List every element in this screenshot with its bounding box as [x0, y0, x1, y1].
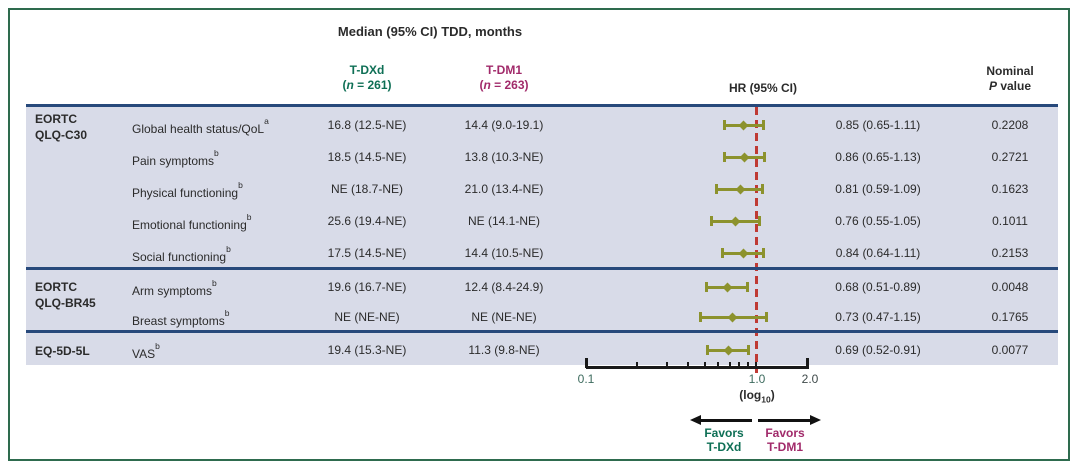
column-header-pvalue: Nominal P value [986, 64, 1034, 93]
x-tick-label-0.1: 0.1 [577, 372, 595, 386]
x-tick-label-2.0: 2.0 [801, 372, 819, 386]
hr-ci-value: 0.81 (0.59-1.09) [835, 182, 921, 196]
tdxd-value: 18.5 (14.5-NE) [327, 150, 407, 164]
endpoint-label: Pain symptomsb [132, 148, 219, 168]
tdxd-value: 17.5 (14.5-NE) [327, 246, 407, 260]
hr-ci-value: 0.73 (0.47-1.15) [835, 310, 921, 324]
ci-cap-high [747, 345, 751, 355]
ci-cap-low [706, 345, 710, 355]
x-axis-tick [703, 362, 706, 368]
ci-cap-high [764, 312, 768, 322]
favors-tdm1-label: Favors T-DM1 [765, 426, 805, 454]
tdm1-value: 11.3 (9.8-NE) [468, 343, 540, 357]
tdm1-value: NE (14.1-NE) [467, 214, 541, 228]
favors-tdm1-arrowhead-icon [810, 414, 821, 425]
tdm1-label: T-DM1 [486, 63, 522, 77]
endpoint-label: Breast symptomsb [132, 308, 230, 328]
ci-cap-low [715, 184, 719, 194]
tdm1-value: 12.4 (8.4-24.9) [464, 280, 544, 294]
x-axis-tick [728, 362, 731, 368]
ci-cap-high [760, 184, 764, 194]
x-axis-tick [636, 362, 639, 368]
ci-cap-high [762, 248, 766, 258]
tdxd-label: T-DXd [349, 63, 385, 77]
group-separator [26, 330, 1058, 333]
endpoint-label: Global health status/QoLa [132, 116, 269, 136]
x-tick-label-1.0: 1.0 [748, 372, 766, 386]
ci-cap-low [698, 312, 702, 322]
reference-line [755, 107, 758, 373]
endpoint-label: VASb [132, 341, 160, 361]
x-axis-tick [717, 362, 720, 368]
p-value: 0.1765 [991, 310, 1029, 324]
tdxd-value: 16.8 (12.5-NE) [327, 118, 407, 132]
p-value: 0.1623 [991, 182, 1029, 196]
x-axis-tick [687, 362, 690, 368]
group-label: EORTC QLQ-BR45 [35, 280, 96, 310]
p-value: 0.2208 [991, 118, 1029, 132]
hr-ci-value: 0.85 (0.65-1.11) [835, 118, 921, 132]
tdxd-value: 19.6 (16.7-NE) [327, 280, 407, 294]
ci-cap-low [721, 248, 725, 258]
table-panel [26, 104, 1058, 365]
tdxd-value: 19.4 (15.3-NE) [327, 343, 407, 357]
figure-title: Median (95% CI) TDD, months [337, 24, 523, 39]
endpoint-label: Social functioningb [132, 244, 231, 264]
hr-ci-value: 0.76 (0.55-1.05) [835, 214, 921, 228]
tdxd-n: (n = 261) [342, 78, 392, 92]
p-value: 0.0077 [991, 343, 1029, 357]
endpoint-label: Physical functioningb [132, 180, 243, 200]
tdxd-value: NE (NE-NE) [334, 310, 400, 324]
ci-cap-high [757, 216, 761, 226]
p-value: 0.2721 [991, 150, 1029, 164]
hr-ci-value: 0.86 (0.65-1.13) [835, 150, 921, 164]
tdxd-value: NE (18.7-NE) [330, 182, 404, 196]
p-value: 0.1011 [992, 214, 1028, 228]
ci-cap-high [745, 282, 749, 292]
tdm1-value: 21.0 (13.4-NE) [464, 182, 544, 196]
hr-ci-value: 0.84 (0.64-1.11) [835, 246, 921, 260]
hr-ci-value: 0.68 (0.51-0.89) [835, 280, 921, 294]
tdm1-value: 14.4 (10.5-NE) [464, 246, 544, 260]
favors-tdxd-arrow [700, 419, 752, 422]
x-axis-endcap-left [585, 358, 588, 368]
group-label: EORTC QLQ-C30 [35, 112, 88, 142]
ci-cap-low [722, 152, 726, 162]
ci-cap-low [704, 282, 708, 292]
x-axis-tick [666, 362, 669, 368]
tdm1-n: (n = 263) [479, 78, 529, 92]
ci-cap-low [722, 120, 726, 130]
favors-tdm1-arrow [758, 419, 810, 422]
ci-cap-high [762, 120, 766, 130]
tdm1-value: 13.8 (10.3-NE) [464, 150, 544, 164]
x-axis-endcap-right [806, 358, 809, 368]
endpoint-label: Emotional functioningb [132, 212, 252, 232]
figure-border [8, 8, 1070, 461]
column-header-tdm1: T-DM1 (n = 263) [429, 63, 579, 93]
group-label: EQ-5D-5L [35, 344, 90, 358]
x-axis-tick [754, 362, 757, 368]
column-header-hr: HR (95% CI) [728, 81, 797, 95]
x-axis-scale-label: (log10) [739, 388, 775, 405]
p-value: 0.0048 [991, 280, 1029, 294]
ci-cap-high [763, 152, 767, 162]
favors-tdxd-label: Favors T-DXd [704, 426, 744, 454]
endpoint-label: Arm symptomsb [132, 278, 217, 298]
tdm1-value: NE (NE-NE) [471, 310, 537, 324]
tdxd-value: 25.6 (19.4-NE) [327, 214, 407, 228]
tdm1-value: 14.4 (9.0-19.1) [464, 118, 544, 132]
favors-tdxd-arrowhead-icon [690, 414, 701, 425]
p-value: 0.2153 [991, 246, 1029, 260]
x-axis-line [586, 366, 809, 369]
hr-ci-value: 0.69 (0.52-0.91) [835, 343, 921, 357]
column-header-tdxd: T-DXd (n = 261) [292, 63, 442, 93]
x-axis-tick [747, 362, 750, 368]
group-separator [26, 267, 1058, 270]
x-axis-tick [738, 362, 741, 368]
ci-cap-low [710, 216, 714, 226]
